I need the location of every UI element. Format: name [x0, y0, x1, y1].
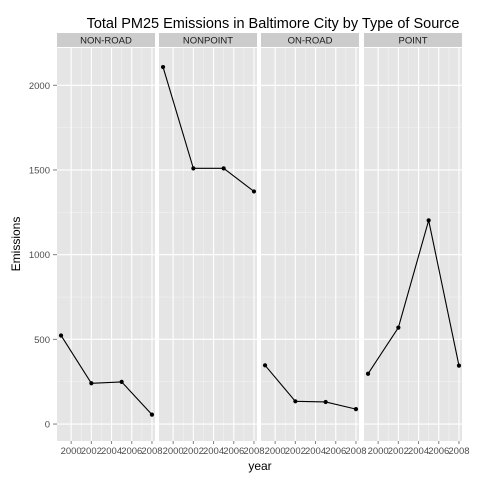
- facet-strip: [57, 33, 155, 47]
- data-point: [365, 371, 371, 376]
- x-tick-label: 2004: [305, 446, 326, 457]
- data-point: [396, 325, 401, 330]
- y-axis-title: Emissions: [9, 217, 23, 272]
- x-tick-label: 2002: [81, 446, 102, 457]
- y-tick-label: 0: [45, 420, 50, 431]
- data-point: [456, 363, 462, 368]
- x-tick-label: 2004: [203, 446, 224, 457]
- data-point: [251, 189, 257, 194]
- facet-strip-label: NONPOINT: [183, 36, 233, 47]
- data-point: [262, 363, 268, 368]
- x-tick-label: 2000: [368, 446, 389, 457]
- x-tick-label: 2006: [121, 446, 142, 457]
- facet-panel-point: POINT 2000 2002 2004 2006 2008: [364, 33, 470, 457]
- data-point: [149, 412, 155, 417]
- facet-panel-on-road: ON-ROAD 2000 2002 2004 2006 2008: [261, 33, 367, 457]
- x-tick-label: 2002: [285, 446, 306, 457]
- y-tick-label: 2000: [29, 81, 50, 92]
- series-line: [367, 220, 460, 375]
- x-tick-label: 2008: [243, 446, 264, 457]
- panel-background: [159, 48, 257, 441]
- x-tick-label: 2002: [388, 446, 409, 457]
- series-line: [264, 364, 357, 410]
- data-point: [353, 407, 359, 412]
- x-tick-label: 2000: [61, 446, 82, 457]
- x-tick-label: 2000: [265, 446, 286, 457]
- panel-background: [57, 48, 155, 441]
- facet-strip: [364, 33, 462, 47]
- facet-strip: [159, 33, 257, 47]
- data-point: [426, 218, 431, 223]
- data-point: [293, 399, 298, 404]
- x-tick-label: 2004: [408, 446, 429, 457]
- data-point: [221, 166, 226, 171]
- x-tick-label: 2008: [345, 446, 366, 457]
- x-tick-label: 2000: [163, 446, 184, 457]
- panel-background: [364, 48, 462, 441]
- y-tick-label: 1500: [29, 165, 50, 176]
- data-point: [89, 381, 94, 386]
- panel-background: [261, 48, 359, 441]
- x-tick-label: 2006: [223, 446, 244, 457]
- y-tick-label: 1000: [29, 250, 50, 261]
- facet-strip-label: POINT: [398, 36, 427, 47]
- data-point: [58, 333, 64, 338]
- facet-panel-nonpoint: NONPOINT 2000 2002 2004 2006 2008: [159, 33, 265, 457]
- series-line: [60, 335, 153, 415]
- x-tick-label: 2008: [448, 446, 469, 457]
- x-tick-label: 2008: [141, 446, 162, 457]
- facet-strip-label: ON-ROAD: [288, 36, 333, 47]
- series-line: [162, 66, 255, 192]
- facet-strip: [261, 33, 359, 47]
- data-point: [119, 379, 124, 384]
- x-tick-label: 2006: [325, 446, 346, 457]
- x-axis-title: year: [248, 459, 271, 473]
- x-tick-label: 2006: [428, 446, 449, 457]
- facet-panel-non-road: NON-ROAD 2000 2002 2004 2006 2008: [57, 33, 163, 457]
- data-point: [323, 399, 328, 405]
- data-point: [191, 166, 196, 171]
- chart-title: Total PM25 Emissions in Baltimore City b…: [87, 16, 460, 32]
- y-tick-label: 500: [34, 335, 50, 346]
- x-tick-label: 2004: [101, 446, 122, 457]
- x-tick-label: 2002: [183, 446, 204, 457]
- facet-strip-label: NON-ROAD: [80, 36, 132, 47]
- y-axis: 0 500 1000 1500 2000: [29, 81, 57, 431]
- data-point: [160, 64, 166, 70]
